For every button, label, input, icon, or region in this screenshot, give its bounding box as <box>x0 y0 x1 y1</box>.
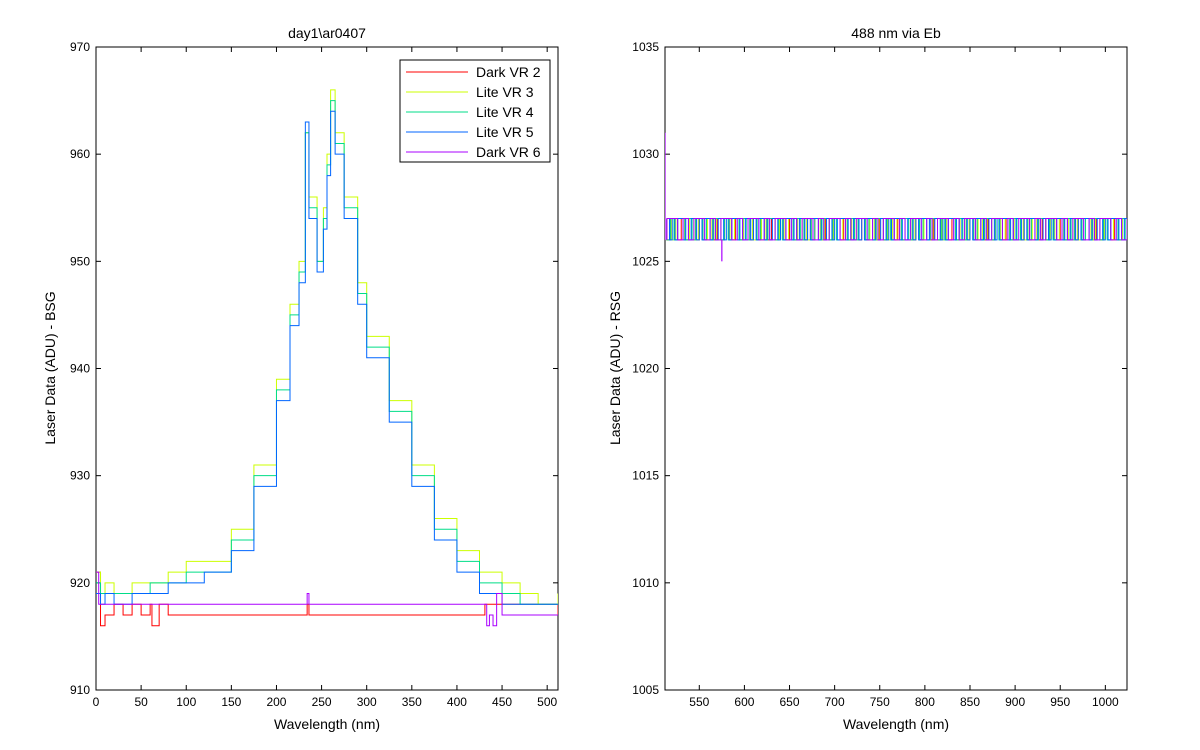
right-y-tick-label: 1030 <box>632 147 659 161</box>
right-y-tick-label: 1005 <box>632 683 659 697</box>
legend: Dark VR 2 Lite VR 3 Lite VR 4 Lite VR 5 Dark… <box>399 59 551 163</box>
left-x-tick-label: 200 <box>266 695 286 709</box>
left-y-tick-label: 950 <box>70 254 90 268</box>
right-y-tick-label: 1020 <box>632 362 659 376</box>
left-y-tick-label: 930 <box>70 469 90 483</box>
right-y-tick-label: 1035 <box>632 40 659 54</box>
left-y-tick-label: 960 <box>70 147 90 161</box>
series-line-lite-vr-5 <box>96 110 558 605</box>
legend-label: Lite VR 4 <box>476 104 534 120</box>
series-line-dark-vr-2 <box>96 571 558 627</box>
left-chart-title: day1\ar0407 <box>288 25 366 41</box>
right-x-tick-label: 850 <box>960 695 980 709</box>
right-chart-ylabel: Laser Data (ADU) - RSG <box>607 291 623 445</box>
left-x-tick-label: 0 <box>93 695 100 709</box>
right-axes-box <box>664 46 1128 691</box>
left-y-tick-label: 940 <box>70 362 90 376</box>
right-chart: 488 nm via Eb Wavelength (nm) Laser Data… <box>607 25 1128 732</box>
left-y-tick-label: 920 <box>70 576 90 590</box>
left-chart-ylabel: Laser Data (ADU) - BSG <box>42 291 58 444</box>
left-series-group <box>96 89 558 627</box>
right-y-tick-label: 1025 <box>632 254 659 268</box>
left-x-tick-label: 150 <box>221 695 241 709</box>
left-x-tick-label: 100 <box>176 695 196 709</box>
right-chart-xlabel: Wavelength (nm) <box>843 716 949 732</box>
left-x-tick-label: 350 <box>402 695 422 709</box>
left-chart-xlabel: Wavelength (nm) <box>274 716 380 732</box>
right-series-group <box>665 132 1127 262</box>
right-x-tick-label: 900 <box>1005 695 1025 709</box>
legend-box <box>399 59 551 163</box>
legend-label: Dark VR 6 <box>476 144 541 160</box>
right-x-tick-label: 700 <box>825 695 845 709</box>
right-x-tick-label: 800 <box>915 695 935 709</box>
left-x-tick-label: 450 <box>492 695 512 709</box>
left-chart: day1\ar0407 Wavelength (nm) Laser Data (… <box>42 25 559 732</box>
legend-label: Lite VR 3 <box>476 84 534 100</box>
left-y-tick-label: 910 <box>70 683 90 697</box>
legend-label: Dark VR 2 <box>476 64 541 80</box>
right-x-tick-label: 550 <box>689 695 709 709</box>
right-x-tick-label: 600 <box>734 695 754 709</box>
right-chart-title: 488 nm via Eb <box>851 25 941 41</box>
left-x-tick-label: 50 <box>134 695 148 709</box>
left-x-tick-label: 250 <box>312 695 332 709</box>
left-x-tick-label: 400 <box>447 695 467 709</box>
right-x-tick-label: 650 <box>780 695 800 709</box>
right-y-tick-label: 1010 <box>632 576 659 590</box>
right-y-tick-label: 1015 <box>632 469 659 483</box>
left-y-tick-label: 970 <box>70 40 90 54</box>
left-x-tick-label: 500 <box>537 695 557 709</box>
right-x-tick-label: 1000 <box>1092 695 1119 709</box>
series-line-dark-vr-6 <box>96 571 558 627</box>
right-x-tick-label: 750 <box>870 695 890 709</box>
right-series-line <box>666 217 1127 241</box>
left-x-tick-label: 300 <box>357 695 377 709</box>
right-x-tick-label: 950 <box>1050 695 1070 709</box>
right-plot-area: 550 600 650 700 750 800 850 900 950 1000 1005 1010 1… <box>632 40 1128 709</box>
legend-label: Lite VR 5 <box>476 124 534 140</box>
